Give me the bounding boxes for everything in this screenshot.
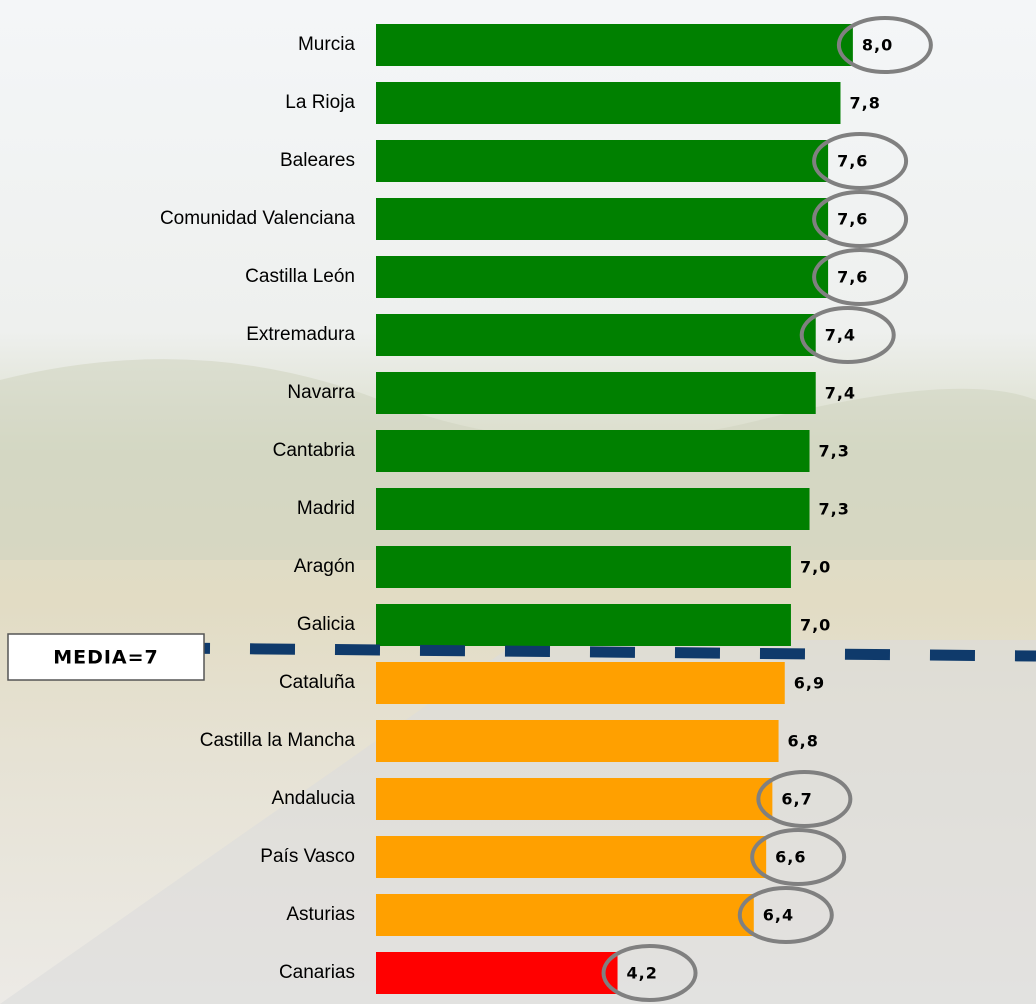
value-label: 6,7 — [781, 790, 812, 809]
value-label: 7,6 — [837, 210, 868, 229]
value-label: 8,0 — [862, 36, 893, 55]
bar — [376, 314, 816, 356]
category-label: Galicia — [297, 614, 356, 635]
category-label: Madrid — [297, 498, 355, 519]
category-label: Murcia — [298, 34, 355, 55]
annotation: MEDIA=7 — [53, 647, 159, 669]
bar — [376, 24, 853, 66]
bar — [376, 894, 754, 936]
category-label: La Rioja — [285, 92, 355, 113]
category-label: Asturias — [286, 904, 355, 925]
bar — [376, 140, 828, 182]
value-label: 7,0 — [800, 558, 831, 577]
value-label: 7,3 — [819, 500, 850, 519]
bar — [376, 604, 791, 646]
value-label: 7,4 — [825, 384, 856, 403]
category-label: Castilla la Mancha — [200, 730, 356, 751]
category-label: Comunidad Valenciana — [160, 208, 355, 229]
bar — [376, 662, 785, 704]
bar — [376, 952, 618, 994]
bar — [376, 836, 766, 878]
bar — [376, 778, 772, 820]
value-label: 6,8 — [788, 732, 819, 751]
bar — [376, 82, 840, 124]
category-label: Castilla León — [245, 266, 355, 287]
category-label: Canarias — [279, 962, 355, 983]
category-label: Cataluña — [279, 672, 355, 693]
bar — [376, 546, 791, 588]
category-label: Aragón — [294, 556, 355, 577]
bar — [376, 720, 779, 762]
bar — [376, 256, 828, 298]
value-label: 7,4 — [825, 326, 856, 345]
category-label: Cantabria — [273, 440, 356, 461]
chart: Murcia 8,0 La Rioja 7,8 Baleares 7,6 Comunidad… — [0, 0, 1036, 1004]
category-label: Navarra — [287, 382, 355, 403]
bar — [376, 488, 810, 530]
category-label: Extremadura — [246, 324, 355, 345]
value-label: 6,9 — [794, 674, 825, 693]
bar — [376, 372, 816, 414]
value-label: 4,2 — [627, 964, 658, 983]
bar — [376, 430, 810, 472]
value-label: 6,4 — [763, 906, 794, 925]
value-label: 6,6 — [775, 848, 806, 867]
value-label: 7,6 — [837, 268, 868, 287]
category-label: Andalucia — [272, 788, 356, 809]
value-label: 7,3 — [819, 442, 850, 461]
category-label: País Vasco — [260, 846, 355, 867]
bar — [376, 198, 828, 240]
category-label: Baleares — [280, 150, 355, 171]
value-label: 7,6 — [837, 152, 868, 171]
value-label: 7,8 — [849, 94, 880, 113]
value-label: 7,0 — [800, 616, 831, 635]
